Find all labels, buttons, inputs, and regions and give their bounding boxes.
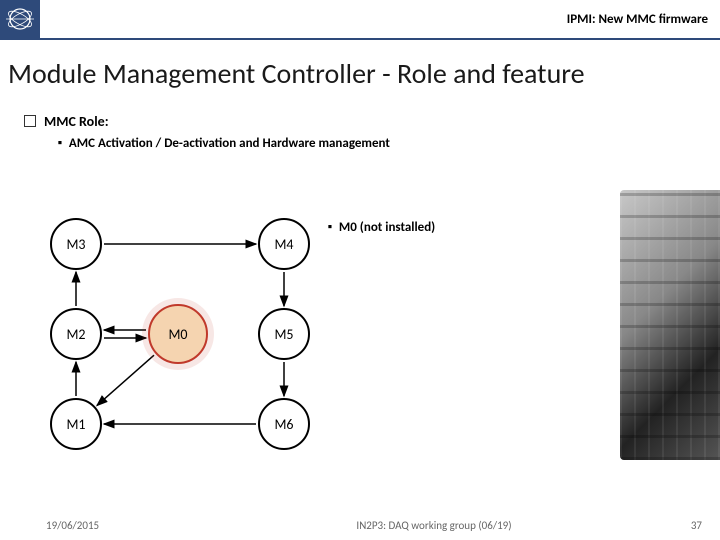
node-label: M3 (66, 236, 85, 253)
node-label: M0 (168, 326, 187, 343)
page-title: Module Management Controller - Role and … (0, 40, 720, 99)
header-subtitle: IPMI: New MMC firmware (567, 12, 720, 27)
footer-center: IN2P3: DAQ working group (06/19) (206, 519, 662, 532)
node-m6: M6 (258, 398, 310, 450)
org-logo (0, 0, 40, 39)
bullet-amc-activation: AMC Activation / De-activation and Hardw… (58, 136, 720, 151)
node-label: M2 (66, 326, 85, 343)
bullet-mmc-role: MMC Role: (24, 113, 720, 130)
node-m3: M3 (50, 218, 102, 270)
node-label: M5 (274, 326, 293, 343)
node-m0: M0 (148, 304, 208, 364)
node-m1: M1 (50, 398, 102, 450)
node-label: M6 (274, 416, 293, 433)
node-label: M1 (66, 416, 85, 433)
node-m5: M5 (258, 308, 310, 360)
node-m2: M2 (50, 308, 102, 360)
state-diagram: M3 M4 M2 M0 M5 M1 M6 M0 (not installed) (20, 200, 470, 490)
footer: 19/06/2015 IN2P3: DAQ working group (06/… (0, 519, 720, 532)
footer-page-number: 37 (662, 519, 702, 532)
bullet-section: MMC Role: AMC Activation / De-activation… (0, 99, 720, 151)
hardware-photo (620, 190, 720, 460)
header-bar: IPMI: New MMC firmware (0, 0, 720, 40)
footer-date: 19/06/2015 (46, 519, 206, 532)
annotation-m0: M0 (not installed) (328, 220, 435, 235)
node-label: M4 (274, 236, 293, 253)
node-m4: M4 (258, 218, 310, 270)
